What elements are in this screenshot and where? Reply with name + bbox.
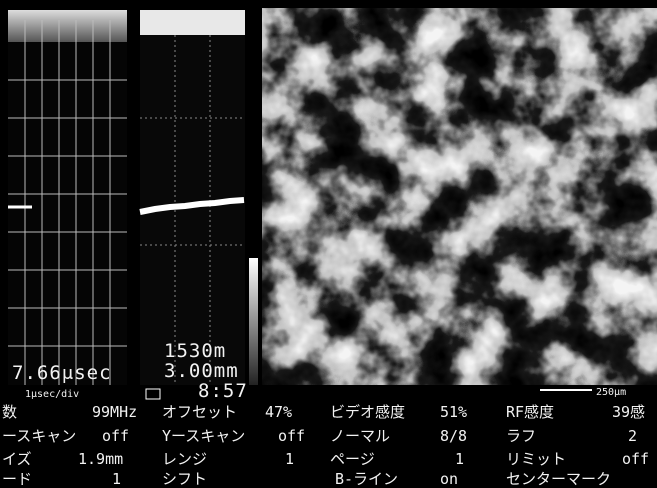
value: 2 xyxy=(628,427,637,445)
label: センターマーク xyxy=(506,470,611,488)
label: 数 xyxy=(2,403,17,421)
label: シフト xyxy=(162,470,207,488)
icon xyxy=(146,389,160,399)
label: ビデオ感度 xyxy=(330,403,405,421)
waveform-panel xyxy=(8,10,127,385)
value: off xyxy=(622,450,649,468)
value: on xyxy=(440,470,458,488)
value: 1 xyxy=(455,450,464,468)
label: B-ライン xyxy=(335,470,398,488)
gray-scale-bar xyxy=(249,258,258,385)
value: 8/8 xyxy=(440,427,467,445)
value: off xyxy=(278,427,305,445)
label: ページ xyxy=(330,450,375,468)
label: オフセット xyxy=(162,403,237,421)
depth: 3.00mm xyxy=(164,362,239,380)
acoustic-image xyxy=(262,8,657,385)
value: 1 xyxy=(285,450,294,468)
value: 47% xyxy=(265,403,292,421)
velocity: 1530m xyxy=(164,342,226,360)
label: イズ xyxy=(2,450,32,468)
label: Yースキャン xyxy=(162,427,245,445)
clock: 8:57 xyxy=(198,382,248,400)
value: 99MHz xyxy=(92,403,137,421)
value: 1 xyxy=(112,470,121,488)
delay: 7.66μsec xyxy=(12,364,112,382)
label: RF感度 xyxy=(506,403,554,421)
label: ラフ xyxy=(506,427,536,445)
label: ノーマル xyxy=(330,427,390,445)
label: レンジ xyxy=(162,450,207,468)
label: ースキャン xyxy=(2,427,76,445)
value: 1.9mm xyxy=(78,450,123,468)
screen: {"display":{"delay":"7.66μsec","timebase… xyxy=(0,0,657,488)
label: リミット xyxy=(506,450,566,468)
timebase: 1μsec/div xyxy=(25,386,79,404)
value: 39感 xyxy=(612,403,645,421)
value: 51% xyxy=(440,403,467,421)
value: off xyxy=(102,427,129,445)
label: ード xyxy=(2,470,32,488)
gate-panel xyxy=(140,10,245,385)
scale-label: 250μm xyxy=(596,384,626,402)
